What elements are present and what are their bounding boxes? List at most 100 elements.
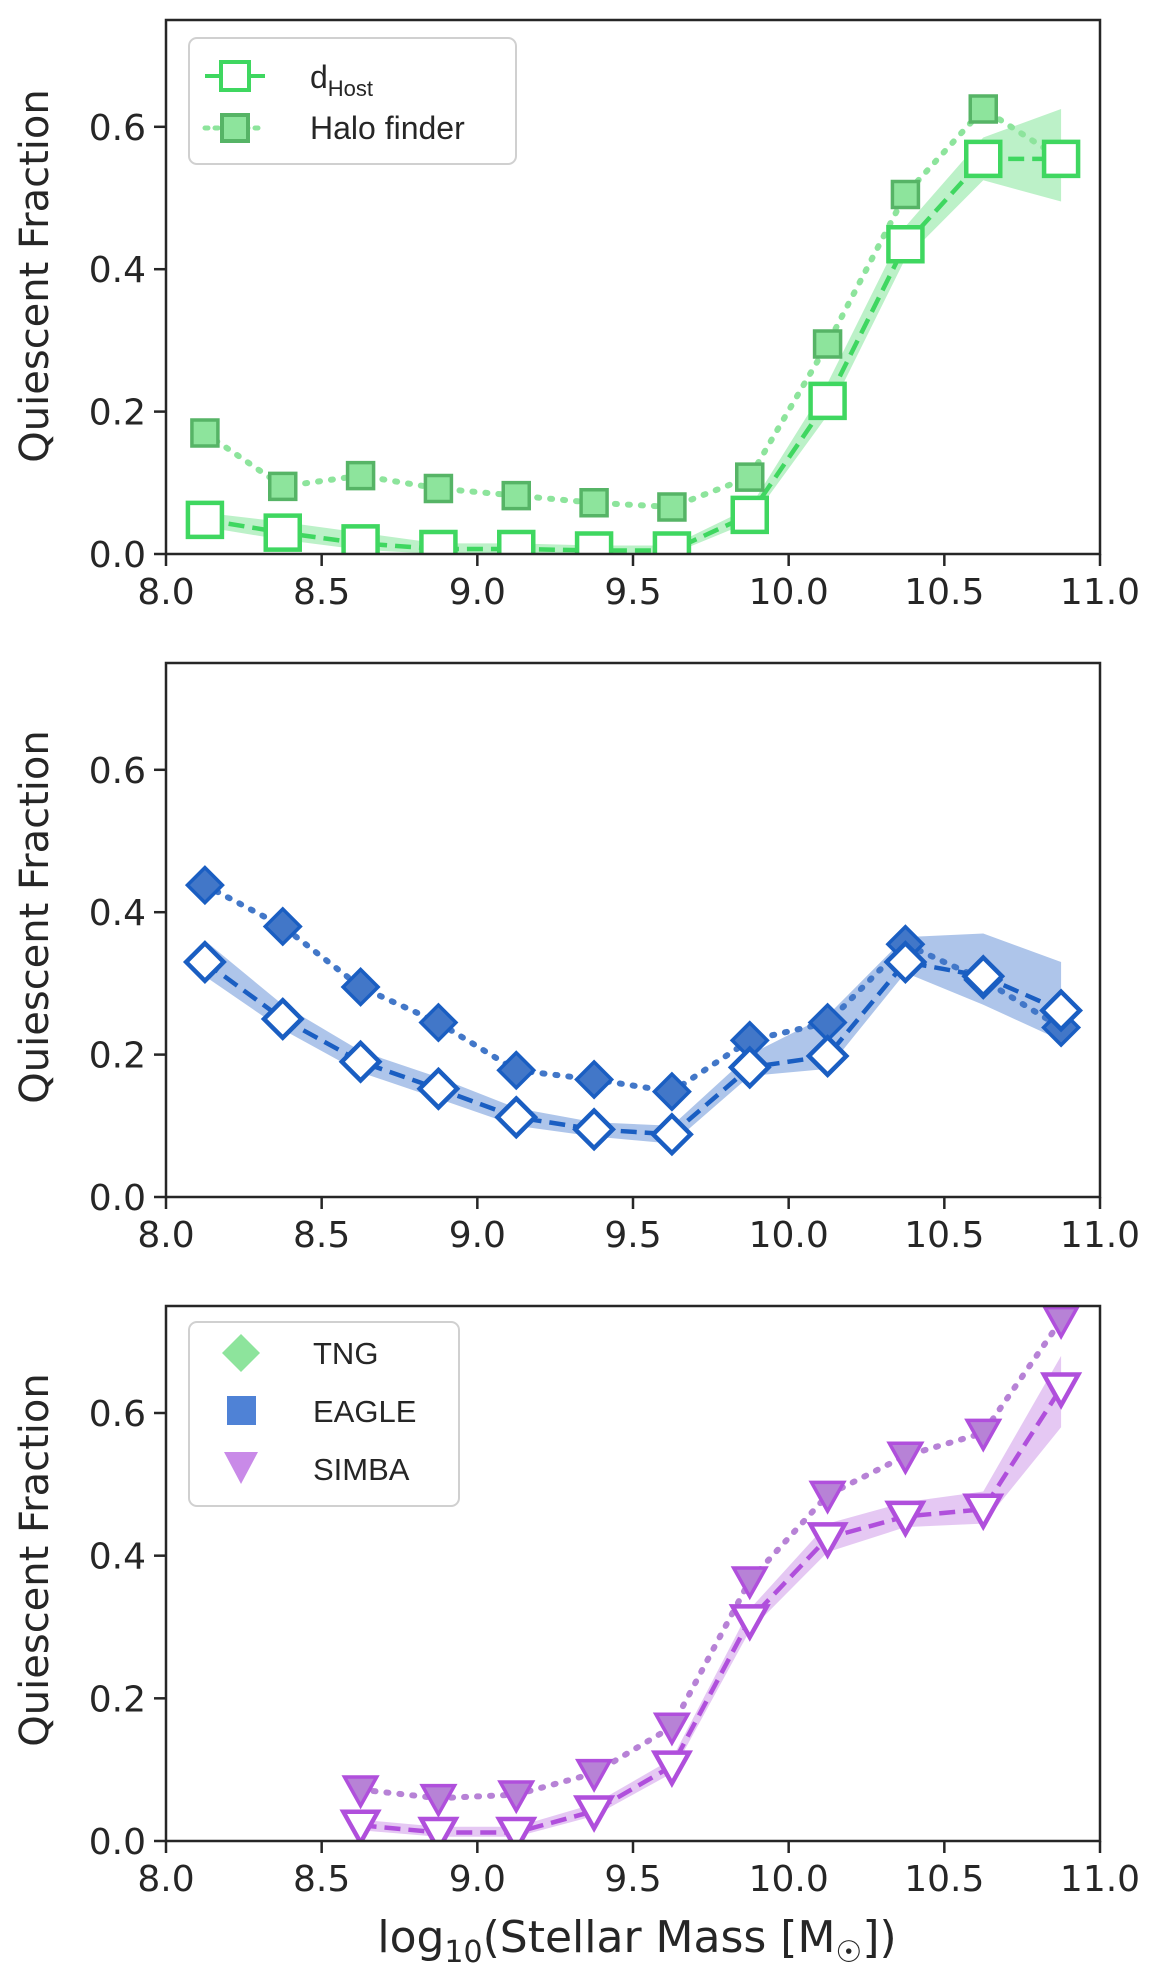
y-tick-label-tng: 0.0 (89, 535, 146, 576)
x-tick-label-tng: 11.0 (1060, 572, 1140, 613)
marker-halo-finder-simba (419, 1783, 458, 1818)
marker-dhost-tng (341, 524, 380, 554)
marker-halo-finder-tng (657, 492, 687, 522)
marker-halo-finder-eagle (418, 1002, 459, 1043)
y-axis-label-tng: Quiescent Fraction (12, 89, 58, 462)
y-axis-label-simba: Quiescent Fraction (12, 1373, 58, 1746)
x-tick-label-tng: 9.5 (604, 572, 661, 613)
marker-halo-finder-simba (1042, 1306, 1081, 1340)
marker-dhost-tng (652, 531, 692, 554)
x-tick-label-simba: 10.0 (749, 1859, 829, 1900)
marker-halo-finder-eagle (651, 1071, 692, 1112)
legend-marker-dhost (219, 60, 251, 92)
marker-dhost-tng (964, 139, 1003, 179)
x-tick-label-eagle: 8.0 (137, 1215, 194, 1256)
marker-halo-finder-simba (730, 1566, 769, 1601)
marker-dhost-eagle (961, 954, 1006, 999)
marker-halo-finder-tng (501, 480, 531, 511)
y-tick-label-simba: 0.2 (89, 1679, 146, 1720)
marker-dhost-eagle (416, 1066, 461, 1111)
y-tick-label-tng: 0.2 (89, 393, 146, 434)
marker-dhost-simba (728, 1604, 771, 1642)
marker-dhost-tng (886, 225, 925, 264)
legend-simulations: TNG EAGLE SIMBA (188, 1321, 460, 1507)
y-tick-label-tng: 0.6 (89, 108, 146, 149)
panel-eagle: 8.0 8.5 9.0 9.5 10.0 10.5 11.0 0.0 0.2 0.4 0.6 Qui… (12, 661, 1140, 1256)
y-tick-label-simba: 0.4 (89, 1537, 146, 1578)
x-tick-label-simba: 11.0 (1060, 1859, 1140, 1900)
marker-halo-finder-simba (886, 1441, 925, 1476)
legend-tng: dHost Halo finder (188, 37, 517, 165)
marker-halo-finder-tng (345, 460, 376, 491)
marker-dhost-simba (806, 1522, 849, 1560)
marker-halo-finder-simba (497, 1780, 536, 1815)
marker-halo-finder-eagle (184, 865, 225, 906)
marker-dhost-tng (574, 531, 614, 554)
marker-halo-finder-tng (190, 418, 220, 448)
marker-halo-finder-eagle (340, 966, 381, 1007)
marker-halo-finder-tng (579, 487, 609, 518)
marker-halo-finder-tng (968, 94, 998, 124)
marker-dhost-eagle (182, 940, 227, 984)
panel-simba: 8.0 8.5 9.0 9.5 10.0 10.5 11.0 0.0 0.2 0.4 0.6 Qui… (12, 1304, 1140, 1970)
x-tick-label-eagle: 11.0 (1060, 1215, 1140, 1256)
legend-label-eagle: EAGLE (313, 1394, 416, 1429)
y-tick-label-eagle: 0.4 (89, 893, 146, 934)
plot-layer-simba: 8.0 8.5 9.0 9.5 10.0 10.5 11.0 0.0 0.2 0.4 0.6 (89, 1304, 1140, 1900)
legend-marker-halo-finder (220, 113, 250, 143)
marker-halo-finder-tng (423, 473, 454, 504)
y-tick-label-simba: 0.0 (89, 1822, 146, 1863)
marker-dhost-simba (572, 1795, 616, 1833)
plot-layer-tng: 8.0 8.5 9.0 9.5 10.0 10.5 11.0 0.0 0.2 0.4 0.6 (89, 18, 1140, 613)
plot-layer-eagle: 8.0 8.5 9.0 9.5 10.0 10.5 11.0 0.0 0.2 0.4 0.6 (89, 661, 1140, 1256)
marker-dhost-tng (263, 513, 302, 552)
x-tick-label-simba: 10.5 (904, 1859, 984, 1900)
x-tick-label-eagle: 9.5 (604, 1215, 661, 1256)
x-tick-label-tng: 10.0 (749, 572, 829, 613)
marker-dhost-simba (650, 1750, 694, 1788)
marker-dhost-eagle (649, 1112, 694, 1157)
marker-dhost-eagle (338, 1039, 383, 1084)
marker-halo-finder-eagle (574, 1059, 615, 1100)
x-tick-label-simba: 8.5 (293, 1859, 350, 1900)
x-tick-label-tng: 10.5 (904, 572, 984, 613)
y-tick-label-eagle: 0.2 (89, 1036, 146, 1077)
marker-dhost-simba (417, 1816, 460, 1841)
y-axis-label-eagle: Quiescent Fraction (12, 730, 58, 1103)
plot-area-simba (339, 1306, 1083, 1841)
plot-area-eagle (182, 865, 1084, 1157)
marker-halo-finder-simba (652, 1712, 692, 1747)
marker-dhost-tng (730, 495, 769, 535)
legend-marker-tng (222, 1334, 260, 1372)
x-tick-label-simba: 9.5 (604, 1859, 661, 1900)
marker-dhost-tng (419, 529, 458, 554)
marker-dhost-simba (495, 1816, 538, 1841)
legend-marker-simba (224, 1452, 258, 1484)
marker-dhost-eagle (883, 940, 928, 984)
marker-halo-finder-simba (341, 1775, 380, 1810)
marker-halo-finder-tng (890, 179, 921, 210)
marker-dhost-eagle (260, 997, 305, 1041)
legend-box-simulations (188, 1321, 460, 1507)
marker-dhost-eagle (727, 1045, 772, 1090)
marker-dhost-tng (808, 381, 847, 421)
legend-box-tng (188, 37, 517, 165)
marker-halo-finder-simba (574, 1758, 614, 1793)
legend-marker-eagle (227, 1396, 256, 1425)
marker-dhost-eagle (572, 1107, 617, 1152)
marker-halo-finder-tng (735, 462, 765, 492)
line-halo-finder-simba (357, 1317, 1065, 1802)
marker-dhost-simba (1039, 1372, 1083, 1410)
y-tick-label-eagle: 0.6 (89, 751, 146, 792)
legend-label-simba: SIMBA (313, 1452, 410, 1487)
marker-dhost-eagle (494, 1095, 539, 1140)
x-tick-label-eagle: 8.5 (293, 1215, 350, 1256)
marker-halo-finder-eagle (262, 906, 303, 947)
y-tick-label-eagle: 0.0 (89, 1178, 146, 1219)
x-axis-label: log10(Stellar Mass [M☉]) (377, 1912, 896, 1970)
marker-halo-finder-simba (964, 1418, 1003, 1453)
y-tick-label-simba: 0.6 (89, 1394, 146, 1435)
legend-label-tng: TNG (313, 1336, 378, 1371)
legend-label-halo-finder: Halo finder (310, 110, 465, 146)
